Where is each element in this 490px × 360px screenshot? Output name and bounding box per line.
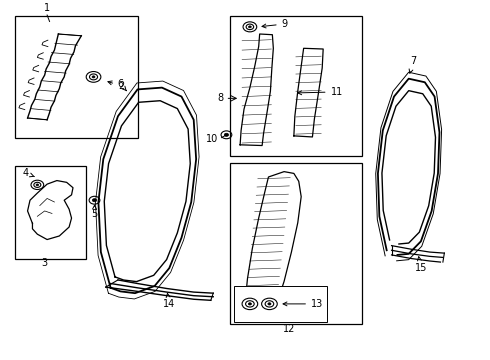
Text: 13: 13 xyxy=(283,299,323,309)
Text: 11: 11 xyxy=(298,87,343,97)
FancyBboxPatch shape xyxy=(230,16,362,156)
Circle shape xyxy=(92,76,95,78)
Text: 7: 7 xyxy=(409,56,416,73)
Circle shape xyxy=(248,303,251,305)
FancyBboxPatch shape xyxy=(234,286,327,322)
Text: 15: 15 xyxy=(415,257,427,273)
Text: 2: 2 xyxy=(108,81,124,91)
Text: 3: 3 xyxy=(42,258,48,268)
Circle shape xyxy=(36,184,39,186)
Circle shape xyxy=(92,199,97,202)
FancyBboxPatch shape xyxy=(230,163,362,324)
Circle shape xyxy=(248,26,251,28)
Text: 12: 12 xyxy=(283,324,295,334)
Text: 8: 8 xyxy=(217,93,223,103)
Text: 5: 5 xyxy=(91,205,98,219)
Text: 1: 1 xyxy=(44,3,50,13)
Circle shape xyxy=(268,303,271,305)
FancyBboxPatch shape xyxy=(15,166,86,259)
Text: 6: 6 xyxy=(117,79,126,91)
Text: 9: 9 xyxy=(262,19,288,29)
Circle shape xyxy=(224,133,228,136)
FancyBboxPatch shape xyxy=(15,16,138,138)
Text: 14: 14 xyxy=(163,293,175,309)
Text: 10: 10 xyxy=(206,134,218,144)
Text: 4: 4 xyxy=(23,168,34,179)
